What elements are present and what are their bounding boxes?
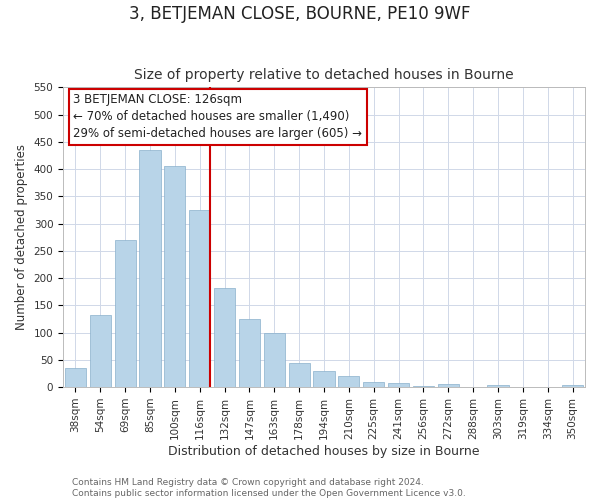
Bar: [139, 150, 161, 387]
Bar: [239, 319, 260, 387]
Bar: [512, 386, 533, 387]
Bar: [289, 362, 310, 387]
Title: Size of property relative to detached houses in Bourne: Size of property relative to detached ho…: [134, 68, 514, 82]
Bar: [164, 166, 185, 387]
Text: 3, BETJEMAN CLOSE, BOURNE, PE10 9WF: 3, BETJEMAN CLOSE, BOURNE, PE10 9WF: [129, 5, 471, 23]
X-axis label: Distribution of detached houses by size in Bourne: Distribution of detached houses by size …: [168, 444, 480, 458]
Bar: [537, 386, 558, 387]
Bar: [115, 240, 136, 387]
Bar: [313, 370, 335, 387]
Bar: [338, 376, 359, 387]
Bar: [65, 368, 86, 387]
Y-axis label: Number of detached properties: Number of detached properties: [15, 144, 28, 330]
Bar: [264, 332, 285, 387]
Bar: [562, 385, 583, 387]
Text: 3 BETJEMAN CLOSE: 126sqm
← 70% of detached houses are smaller (1,490)
29% of sem: 3 BETJEMAN CLOSE: 126sqm ← 70% of detach…: [73, 94, 362, 140]
Bar: [413, 386, 434, 387]
Bar: [463, 386, 484, 387]
Bar: [90, 314, 111, 387]
Bar: [388, 382, 409, 387]
Bar: [214, 288, 235, 387]
Bar: [363, 382, 384, 387]
Bar: [438, 384, 459, 387]
Bar: [487, 386, 509, 387]
Text: Contains HM Land Registry data © Crown copyright and database right 2024.
Contai: Contains HM Land Registry data © Crown c…: [72, 478, 466, 498]
Bar: [189, 210, 210, 387]
